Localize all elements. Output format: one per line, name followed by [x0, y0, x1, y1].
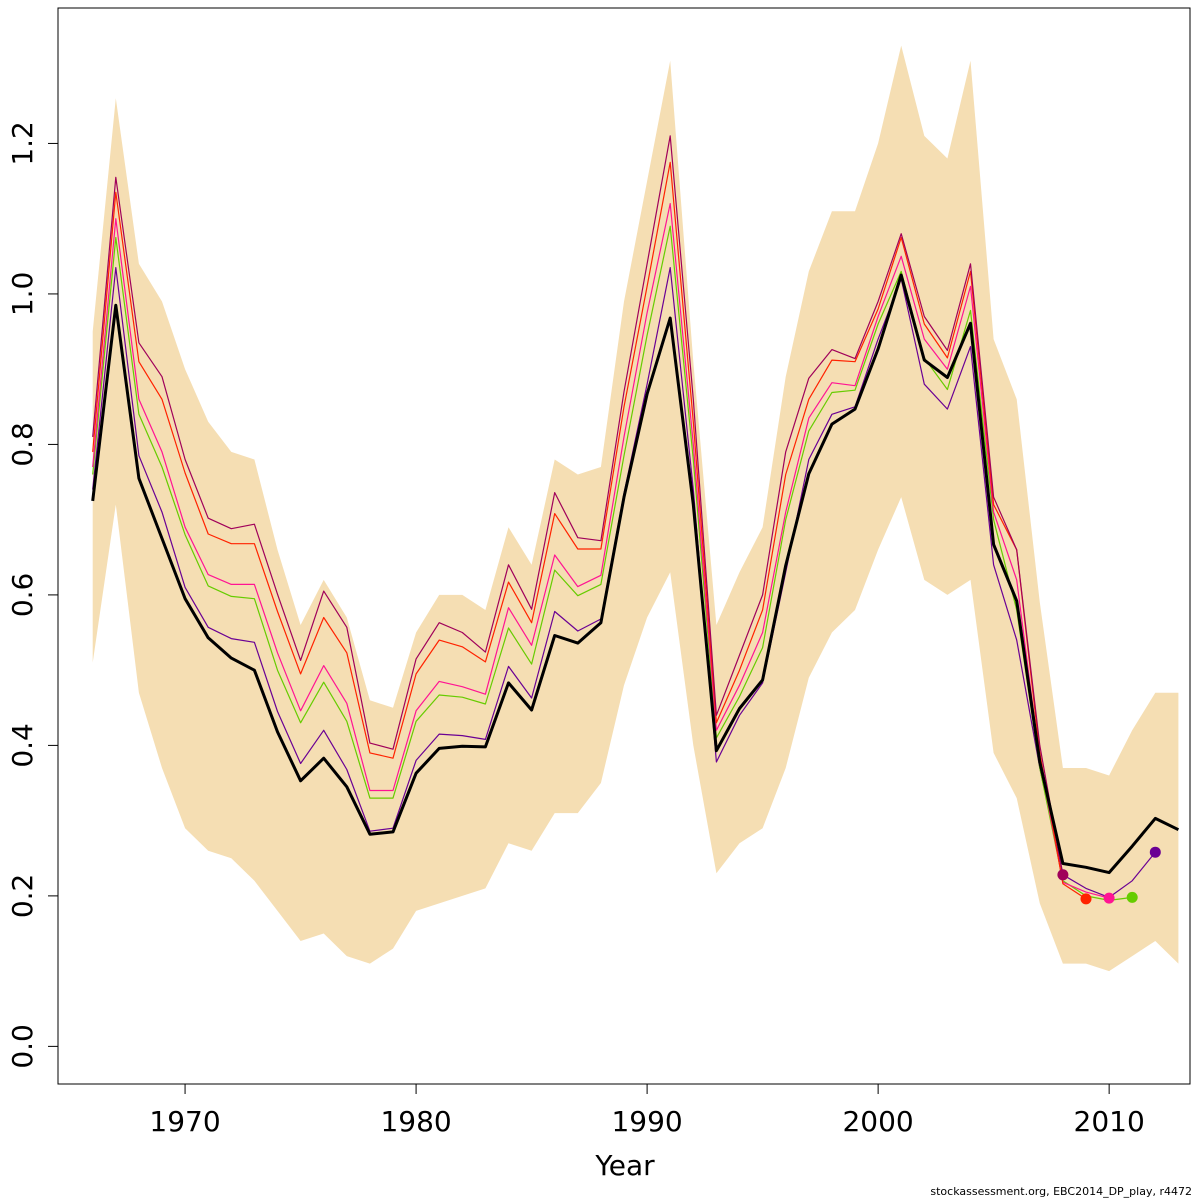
y-tick-label: 0.6 — [6, 573, 39, 618]
y-tick-label: 1.0 — [6, 272, 39, 317]
x-axis: 1970 1980 1990 2000 2010 — [149, 1084, 1145, 1138]
end-marker-layer — [1057, 846, 1161, 905]
x-tick-label: 1970 — [149, 1105, 220, 1138]
x-tick-label: 1990 — [611, 1105, 682, 1138]
y-tick-label: 0.4 — [6, 723, 39, 768]
series-end-point-5 — [1057, 869, 1069, 881]
series-line-retro-3 — [92, 203, 1110, 899]
y-tick-label: 0.0 — [6, 1024, 39, 1069]
series-line-retro-5 — [92, 135, 1064, 875]
x-axis-title: Year — [594, 1149, 655, 1182]
series-line-retro-4 — [92, 161, 1087, 900]
y-tick-label: 1.2 — [6, 121, 39, 166]
x-tick-label: 2000 — [842, 1105, 913, 1138]
series-line-main — [91, 273, 1180, 875]
series-layer — [91, 135, 1180, 902]
series-end-point-2 — [1126, 891, 1138, 903]
y-axis: 0.0 0.2 0.4 0.6 0.8 1.0 1.2 — [6, 121, 58, 1069]
footer-credit: stockassessment.org, EBC2014_DP_play, r4… — [930, 1185, 1192, 1198]
y-tick-label: 0.2 — [6, 874, 39, 919]
series-end-point-4 — [1080, 893, 1092, 905]
x-tick-label: 2010 — [1074, 1105, 1145, 1138]
series-end-point-3 — [1103, 892, 1115, 904]
plot-frame — [57, 7, 1191, 1085]
series-end-point-1 — [1149, 846, 1161, 858]
y-tick-label: 0.8 — [6, 422, 39, 467]
x-tick-label: 1980 — [380, 1105, 451, 1138]
